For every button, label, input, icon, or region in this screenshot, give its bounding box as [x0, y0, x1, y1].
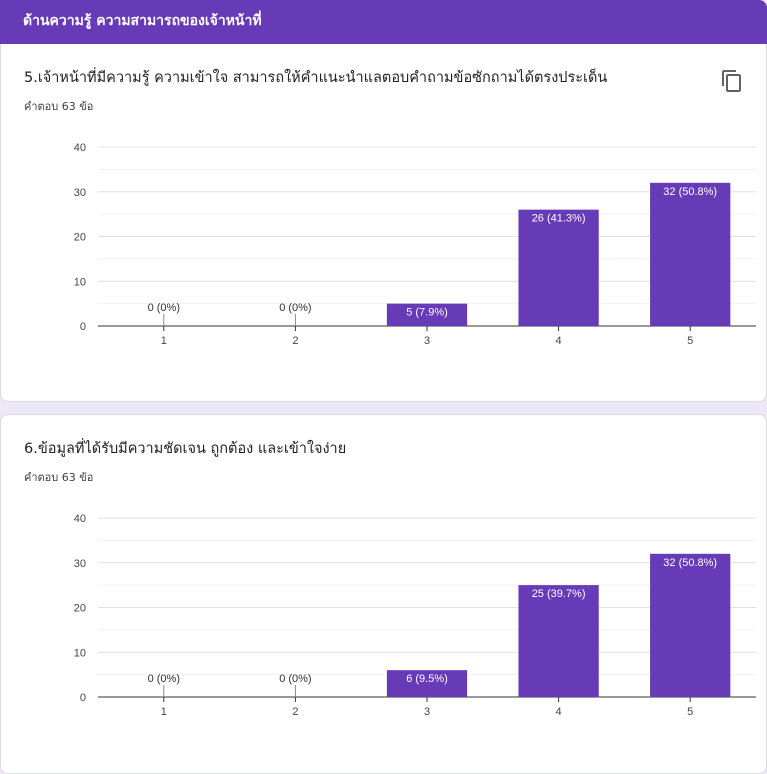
response-count: คำตอบ 63 ข้อ — [24, 471, 94, 484]
y-tick-label: 10 — [74, 647, 86, 659]
section-header: ด้านความรู้ ความสามารถของเจ้าหน้าที่ — [0, 0, 767, 44]
x-tick-label: 4 — [556, 706, 562, 718]
data-label: 6 (9.5%) — [406, 673, 448, 685]
question-title: 6.ข้อมูลที่ได้รับมีความชัดเจน ถูกต้อง แล… — [24, 441, 347, 457]
x-tick-label: 5 — [687, 335, 693, 347]
x-tick-label: 5 — [687, 706, 693, 718]
x-tick-label: 2 — [292, 706, 298, 718]
x-tick-label: 1 — [161, 706, 167, 718]
data-label: 0 (0%) — [279, 673, 311, 685]
y-tick-label: 40 — [74, 142, 86, 154]
data-label: 26 (41.3%) — [532, 213, 586, 225]
copy-chart-button[interactable] — [720, 69, 744, 93]
bar[interactable] — [386, 303, 468, 326]
y-tick-label: 30 — [74, 558, 86, 570]
y-tick-label: 0 — [80, 692, 86, 704]
x-tick-label: 2 — [292, 335, 298, 347]
question-title: 5.เจ้าหน้าที่มีความรู้ ความเข้าใจ สามารถ… — [24, 70, 608, 86]
y-tick-label: 0 — [80, 321, 86, 333]
x-tick-label: 1 — [161, 335, 167, 347]
copy-icon — [722, 70, 741, 92]
bar[interactable] — [518, 585, 599, 697]
x-tick-label: 4 — [556, 335, 562, 347]
data-label: 32 (50.8%) — [663, 557, 717, 569]
bar[interactable] — [650, 182, 731, 326]
data-label: 32 (50.8%) — [663, 186, 717, 198]
data-label: 0 (0%) — [148, 673, 180, 685]
bar[interactable] — [518, 209, 599, 326]
question-card: 6.ข้อมูลที่ได้รับมีความชัดเจน ถูกต้อง แล… — [0, 414, 767, 774]
y-tick-label: 40 — [74, 513, 86, 525]
bar-chart: 0 10 20 30 40 1 0 (0%) 2 0 (0%) 3 5 (7.9%) 4 26 (41.… — [74, 142, 756, 347]
bar-chart: 0 10 20 30 40 1 0 (0%) 2 0 (0%) 3 6 (9.5%) 4 25 (39.… — [74, 513, 756, 718]
data-label: 0 (0%) — [148, 302, 180, 314]
y-tick-label: 20 — [74, 232, 86, 244]
data-label: 0 (0%) — [279, 302, 311, 314]
y-tick-label: 30 — [74, 187, 86, 199]
section-title: ด้านความรู้ ความสามารถของเจ้าหน้าที่ — [23, 13, 262, 29]
x-tick-label: 3 — [424, 335, 430, 347]
bar[interactable] — [650, 553, 731, 697]
question-card: 5.เจ้าหน้าที่มีความรู้ ความเข้าใจ สามารถ… — [0, 44, 767, 402]
response-count: คำตอบ 63 ข้อ — [24, 100, 94, 113]
y-tick-label: 10 — [74, 276, 86, 288]
data-label: 25 (39.7%) — [532, 588, 586, 600]
y-tick-label: 20 — [74, 603, 86, 615]
data-label: 5 (7.9%) — [406, 307, 448, 319]
x-tick-label: 3 — [424, 706, 430, 718]
bar[interactable] — [386, 670, 468, 697]
